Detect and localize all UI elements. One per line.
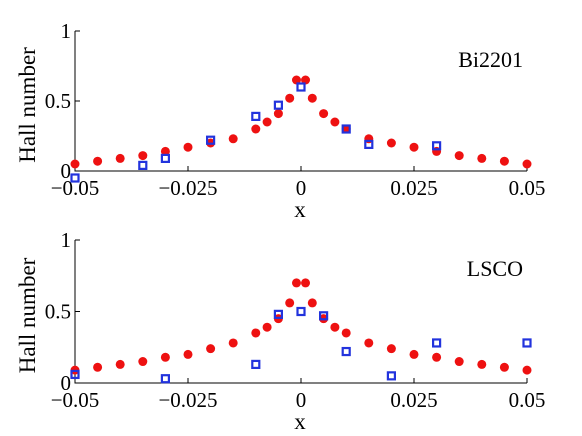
data-point-square xyxy=(296,306,306,317)
data-point-circle xyxy=(291,278,301,288)
data-point-square xyxy=(138,160,148,170)
x-axis-label: x xyxy=(294,197,306,222)
data-point-circle xyxy=(341,124,351,134)
data-point-circle xyxy=(206,344,216,354)
data-point-circle xyxy=(522,159,532,169)
data-point-square xyxy=(432,141,442,151)
data-point-circle xyxy=(301,75,311,85)
data-point-circle xyxy=(93,156,103,166)
data-point-square xyxy=(341,346,351,357)
data-point-circle xyxy=(330,322,340,332)
data-point-circle xyxy=(330,117,340,127)
data-point-circle xyxy=(285,93,295,103)
x-tick-label: 0.025 xyxy=(390,388,437,412)
y-tick-label: 1 xyxy=(61,19,72,43)
y-tick-label: 0.5 xyxy=(45,300,71,324)
data-point-circle xyxy=(477,359,487,369)
data-point-square xyxy=(251,111,261,122)
data-point-circle xyxy=(251,124,261,134)
data-point-circle xyxy=(183,142,193,152)
data-point-square xyxy=(273,309,283,319)
panel-2: −0.05 −0.025 0 0.025 0.05 0 0.5 1 x Hall number LS… xyxy=(15,228,545,434)
data-point-circle xyxy=(228,338,238,348)
data-point-square xyxy=(522,338,532,348)
y-axis-label: Hall number xyxy=(15,47,40,163)
data-point-circle xyxy=(409,142,419,152)
data-point-circle xyxy=(364,338,374,348)
data-point-circle xyxy=(115,359,125,369)
data-point-square xyxy=(364,139,374,149)
data-point-circle xyxy=(251,328,261,338)
data-point-circle xyxy=(301,278,311,288)
data-point-circle xyxy=(228,134,238,144)
data-point-circle xyxy=(160,146,170,156)
data-point-circle xyxy=(160,352,170,362)
data-point-circle xyxy=(291,75,301,85)
data-point-circle xyxy=(138,151,148,161)
data-point-square xyxy=(206,135,216,145)
data-point-circle xyxy=(93,362,103,372)
x-tick-label: −0.025 xyxy=(158,176,217,200)
data-point-circle xyxy=(386,344,396,354)
data-point-circle xyxy=(522,365,532,375)
data-point-circle xyxy=(307,93,317,103)
data-point-square xyxy=(319,311,329,321)
y-tick-label: 0 xyxy=(61,159,72,183)
panel-annotation: Bi2201 xyxy=(458,47,523,72)
y-tick-label: 1 xyxy=(61,228,72,252)
data-point-circle xyxy=(115,153,125,163)
x-axis-label: x xyxy=(294,409,306,434)
data-point-circle xyxy=(183,349,193,359)
y-tick-label: 0 xyxy=(61,371,72,395)
data-point-circle xyxy=(454,151,464,161)
data-point-circle xyxy=(262,117,272,127)
x-tick-label: −0.05 xyxy=(51,388,100,412)
data-point-square xyxy=(251,359,261,370)
data-point-square xyxy=(386,371,396,381)
y-tick-label: 0.5 xyxy=(45,89,71,113)
data-point-circle xyxy=(307,298,317,308)
data-point-square xyxy=(296,82,306,92)
data-point-circle xyxy=(432,352,442,362)
x-tick-label: −0.025 xyxy=(158,388,217,412)
y-axis-label: Hall number xyxy=(15,257,40,373)
data-point-square xyxy=(70,369,80,380)
data-point-circle xyxy=(319,109,329,119)
data-point-circle xyxy=(285,298,295,308)
x-tick-label: 0 xyxy=(296,176,307,200)
panel-annotation: LSCO xyxy=(467,256,523,281)
data-point-square xyxy=(160,374,170,384)
data-point-circle xyxy=(341,328,351,338)
data-point-square xyxy=(341,124,351,134)
data-point-circle xyxy=(70,159,80,169)
data-point-circle xyxy=(409,349,419,359)
data-point-square xyxy=(160,153,170,163)
data-point-circle xyxy=(477,153,487,163)
x-tick-label: −0.05 xyxy=(51,176,100,200)
data-point-circle xyxy=(499,362,509,372)
panel-1: −0.05 −0.025 0 0.025 0.05 0 0.5 1 x Hall number Bi… xyxy=(15,19,545,222)
x-tick-label: 0 xyxy=(296,388,307,412)
data-point-circle xyxy=(454,357,464,367)
data-point-circle xyxy=(386,138,396,148)
x-tick-label: 0.05 xyxy=(509,176,546,200)
data-point-square xyxy=(70,173,80,183)
data-point-square xyxy=(273,100,283,110)
data-point-circle xyxy=(262,322,272,332)
x-tick-label: 0.025 xyxy=(390,176,437,200)
data-point-circle xyxy=(138,357,148,367)
data-point-square xyxy=(432,338,442,348)
x-tick-label: 0.05 xyxy=(509,388,546,412)
data-point-circle xyxy=(499,156,509,166)
data-point-circle xyxy=(273,109,283,119)
